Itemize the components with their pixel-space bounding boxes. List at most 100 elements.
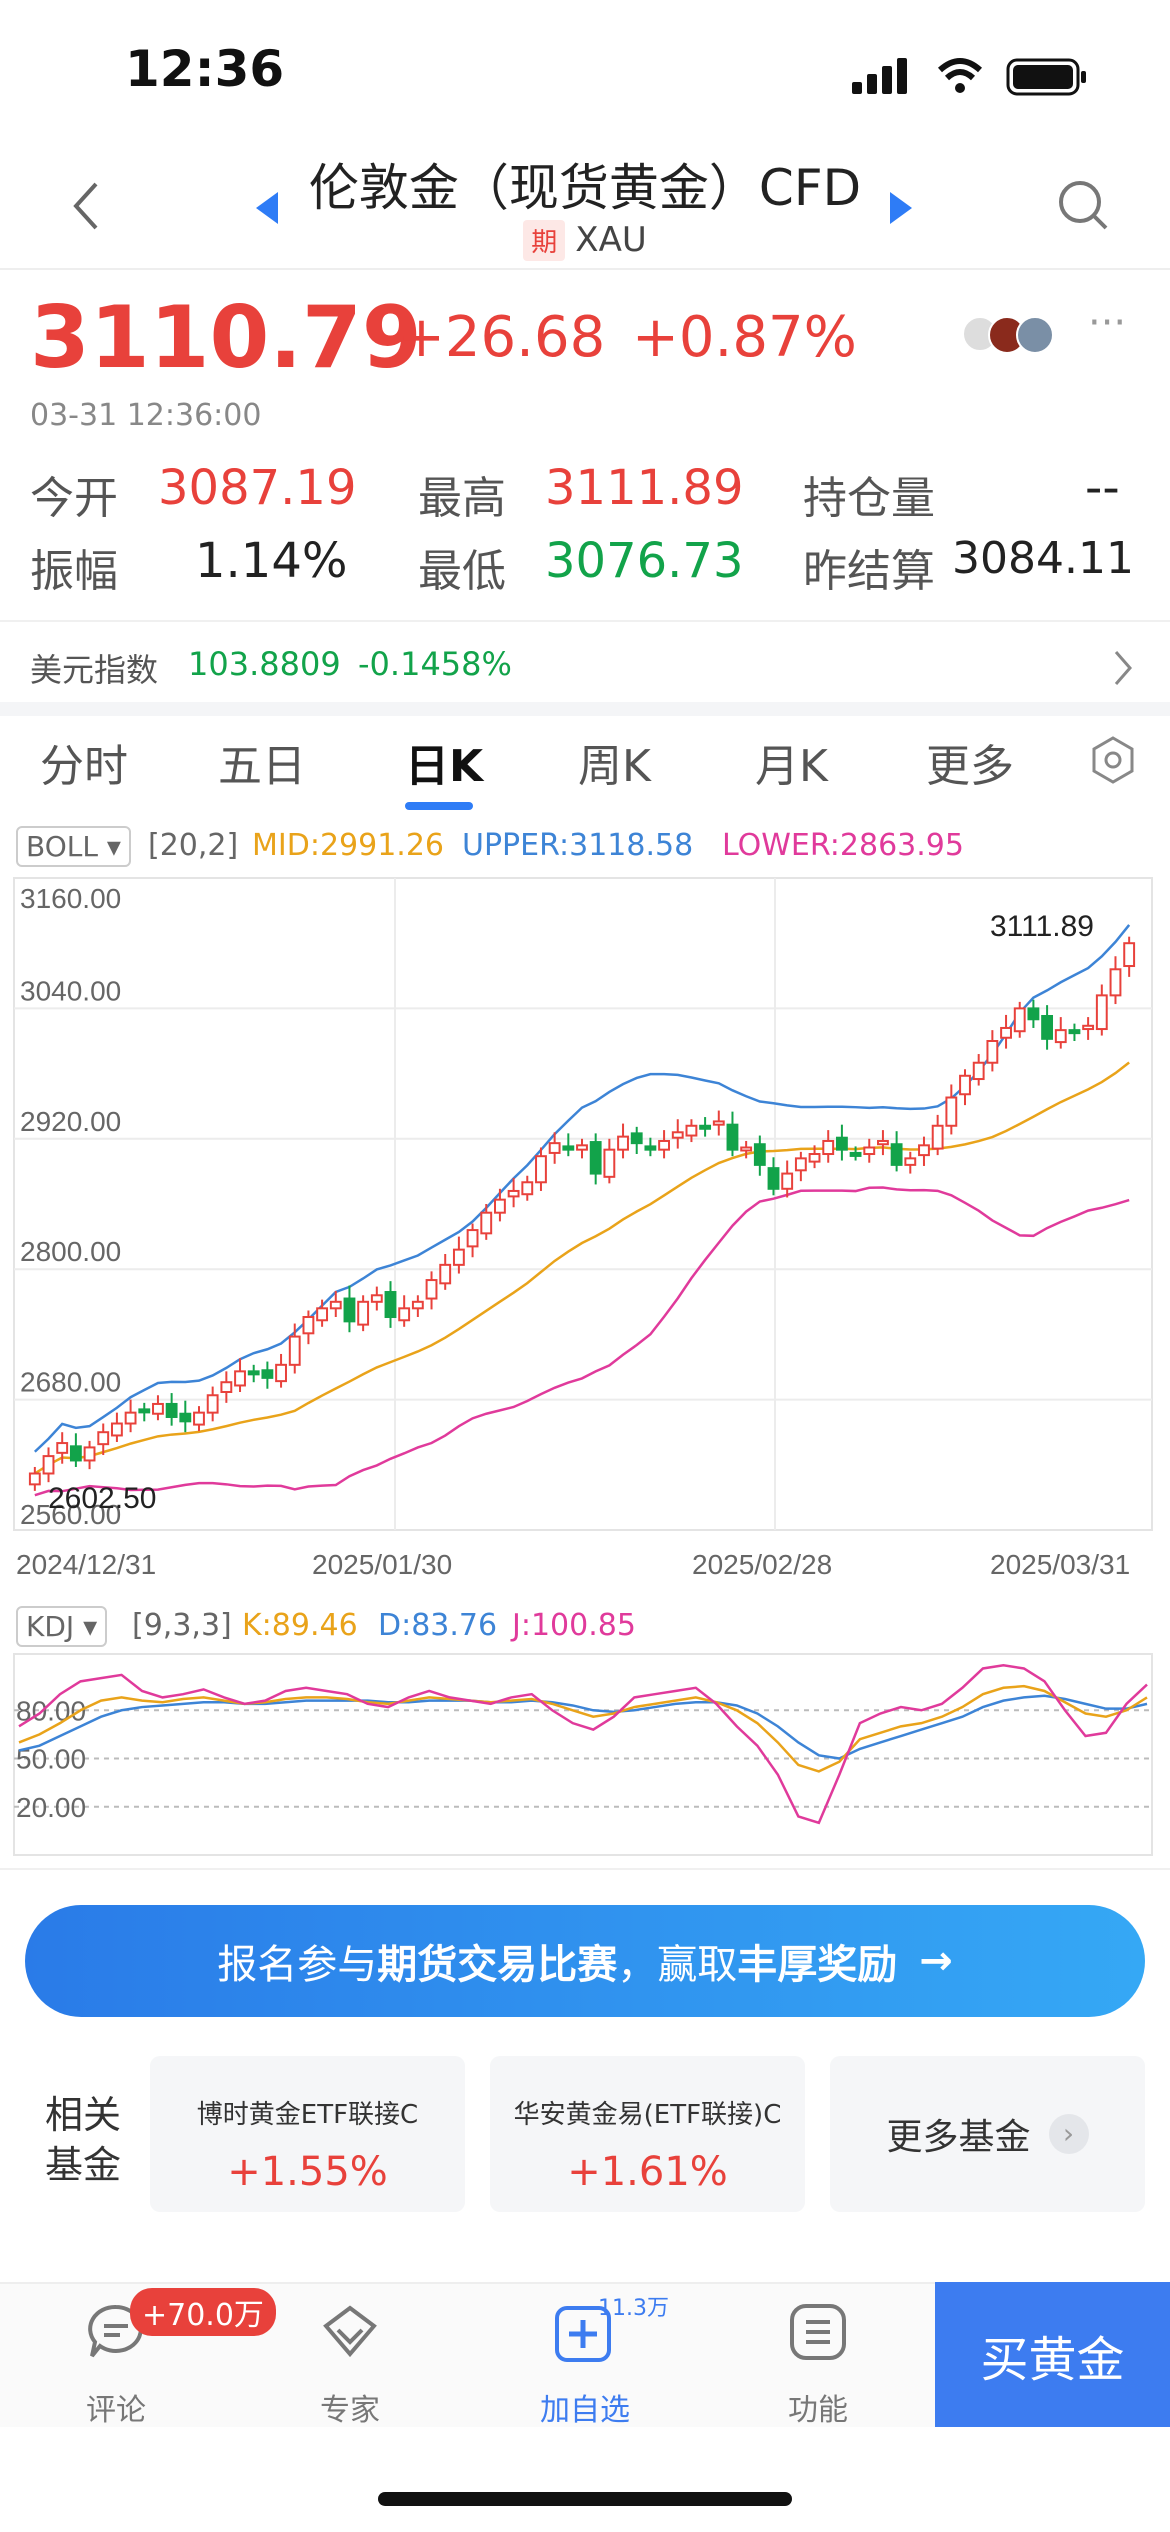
more-funds-label: 更多基金 <box>886 2117 1031 2158</box>
watch-count: 11.3万 <box>598 2296 669 2321</box>
candle <box>931 1114 944 1156</box>
candle <box>699 1117 712 1137</box>
arrow-right-icon: → <box>919 1938 953 1984</box>
candle <box>658 1130 670 1159</box>
candle <box>370 1286 383 1311</box>
candle <box>220 1371 233 1403</box>
tab-monthly-k[interactable]: 月K <box>755 741 828 792</box>
function-icon[interactable] <box>788 2302 848 2362</box>
candle <box>110 1412 123 1442</box>
search-icon[interactable] <box>1058 180 1110 232</box>
candle <box>877 1130 889 1156</box>
nav-comment[interactable]: 评论 <box>86 2393 146 2428</box>
candle <box>589 1133 602 1185</box>
more-funds-button[interactable]: 更多基金 › <box>830 2056 1145 2212</box>
kdj-selector[interactable]: KDJ ▾ <box>16 1606 108 1647</box>
candle <box>1109 956 1122 1005</box>
tab-more[interactable]: 更多 <box>926 741 1014 792</box>
candle <box>972 1054 985 1086</box>
fund-card[interactable]: 博时黄金ETF联接C +1.55% <box>150 2056 465 2212</box>
candle <box>411 1295 424 1318</box>
candlestick-chart[interactable]: 3160.00 3040.00 2920.00 2800.00 2680.00 2560.… <box>0 870 1170 1590</box>
prev-settle-label: 昨结算 <box>803 546 935 597</box>
candle <box>83 1440 96 1470</box>
candle <box>316 1299 329 1327</box>
candle <box>261 1361 274 1389</box>
back-icon[interactable] <box>68 180 104 232</box>
candle <box>726 1111 739 1157</box>
candle <box>1095 984 1108 1036</box>
candle <box>1027 999 1040 1028</box>
avatar-group[interactable] <box>962 312 1072 356</box>
usd-index-label[interactable]: 美元指数 <box>30 651 159 689</box>
current-price: 3110.79 <box>30 288 422 388</box>
high-value: 3111.89 <box>545 460 744 516</box>
more-dots-icon[interactable]: ··· <box>1088 300 1127 346</box>
header-divider <box>0 268 1170 270</box>
kdj-k-line <box>18 1684 1148 1773</box>
open-interest-value: -- <box>1085 460 1120 516</box>
boll-upper-line <box>33 924 1131 1453</box>
add-watchlist-icon[interactable] <box>553 2304 613 2364</box>
candle <box>863 1138 876 1163</box>
open-label: 今开 <box>30 473 118 524</box>
price-change: +26.68 <box>398 305 606 370</box>
related-funds-label: 相关基金 <box>45 2093 122 2187</box>
amplitude-label: 振幅 <box>30 546 118 597</box>
buy-gold-button[interactable]: 买黄金 <box>935 2282 1170 2427</box>
nav-add-watchlist[interactable]: 加自选 <box>540 2393 630 2428</box>
candle <box>576 1138 588 1159</box>
prev-symbol-icon[interactable] <box>256 192 278 224</box>
candle <box>521 1175 534 1201</box>
promo-banner[interactable]: 报名参与 期货交易比赛 ，赢取 丰厚奖励 → <box>25 1905 1145 2017</box>
fund-card[interactable]: 华安黄金易(ETF联接)C +1.61% <box>490 2056 805 2212</box>
candle <box>794 1151 807 1182</box>
candle <box>712 1110 725 1136</box>
kdj-j: J:100.85 <box>512 1608 636 1643</box>
candle <box>603 1138 616 1184</box>
candle <box>357 1295 370 1332</box>
candle <box>535 1147 547 1191</box>
wifi-icon <box>937 58 983 93</box>
candle <box>288 1323 301 1374</box>
kdj-params: [9,3,3] <box>132 1608 232 1643</box>
candle <box>1068 1023 1081 1041</box>
candle <box>343 1285 356 1333</box>
low-value: 3076.73 <box>545 533 744 589</box>
candle <box>69 1433 82 1467</box>
candle <box>959 1069 971 1106</box>
chevron-right-icon[interactable] <box>1112 648 1136 688</box>
candle <box>56 1432 69 1464</box>
tab-daily-k[interactable]: 日K <box>405 741 484 792</box>
next-symbol-icon[interactable] <box>890 192 912 224</box>
boll-selector[interactable]: BOLL ▾ <box>16 826 131 867</box>
candle <box>42 1447 55 1483</box>
candle <box>138 1402 151 1422</box>
tab-intraday[interactable]: 分时 <box>40 741 128 792</box>
kdj-j-line <box>18 1663 1148 1825</box>
prev-settle-value: 3084.11 <box>952 533 1134 584</box>
tab-weekly-k[interactable]: 周K <box>578 741 651 792</box>
candle <box>986 1030 999 1072</box>
fund-name: 华安黄金易(ETF联接)C <box>513 2100 782 2130</box>
candle <box>247 1364 260 1383</box>
nav-function[interactable]: 功能 <box>788 2393 848 2428</box>
candle <box>439 1253 452 1290</box>
high-label: 最高 <box>418 473 506 524</box>
section-gap <box>0 702 1170 716</box>
candle <box>1123 936 1136 977</box>
expert-icon[interactable] <box>320 2302 380 2362</box>
candle <box>206 1386 219 1422</box>
candle <box>398 1295 411 1327</box>
y-tick-label: 3040.00 <box>20 975 121 1006</box>
page-title: 伦敦金（现货黄金）CFD <box>308 159 862 217</box>
candle <box>302 1310 315 1345</box>
y-tick-label: 2800.00 <box>20 1236 121 1267</box>
nav-expert[interactable]: 专家 <box>320 2393 380 2428</box>
x-tick-label: 2025/02/28 <box>692 1549 832 1580</box>
settings-icon[interactable] <box>1088 735 1138 785</box>
futures-tag: 期 <box>523 220 566 261</box>
tab-5day[interactable]: 五日 <box>218 741 306 792</box>
signal-icon <box>852 58 907 94</box>
